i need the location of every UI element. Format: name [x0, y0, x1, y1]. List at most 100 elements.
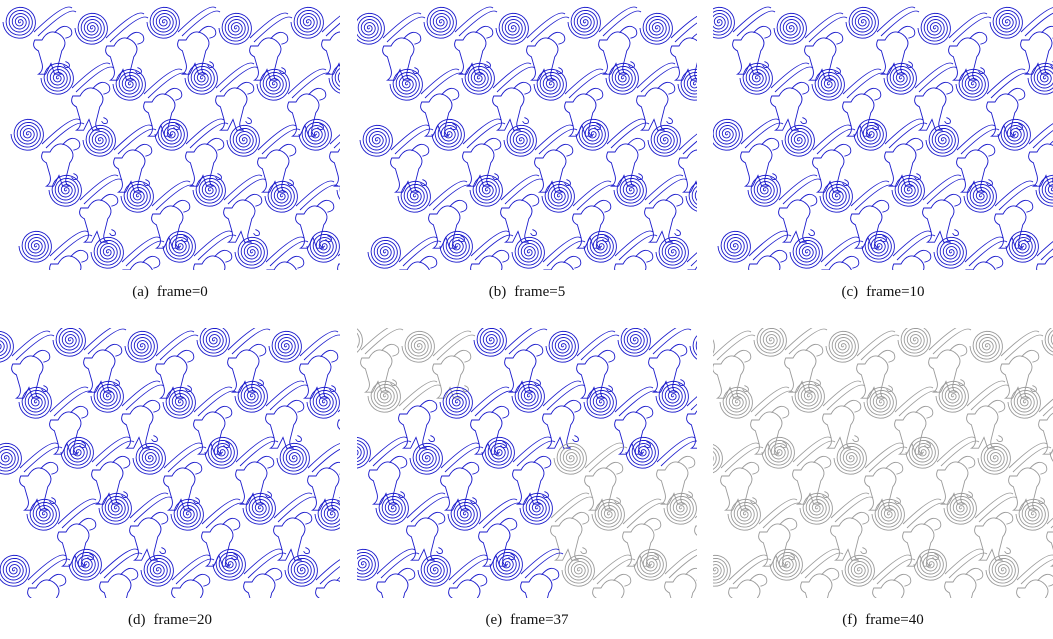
drawing-stroke [257, 69, 289, 100]
drawing-stroke [299, 119, 331, 150]
drawing-stroke [121, 181, 153, 212]
drawing-stroke [813, 144, 851, 192]
drawing-stroke [649, 344, 687, 392]
drawing-stroke [534, 69, 566, 100]
drawing-stroke [812, 69, 844, 100]
drawing-stroke [479, 518, 517, 566]
drawing-stroke [0, 331, 13, 362]
drawing-stroke [965, 256, 1003, 270]
drawing-stroke [122, 400, 160, 448]
drawing-stroke [898, 328, 930, 356]
drawing-stroke [762, 437, 794, 468]
drawing-stroke [527, 32, 565, 80]
drawing-stroke [490, 549, 522, 580]
drawing-stroke [937, 456, 975, 504]
drawing-stroke [266, 256, 304, 270]
drawing-stroke [316, 574, 340, 598]
drawing-stroke [11, 119, 43, 150]
drawing-stroke [399, 400, 437, 448]
drawing-stroke [740, 63, 772, 94]
drawing-stroke [53, 328, 85, 356]
drawing-stroke [729, 574, 767, 598]
drawing-stroke [785, 344, 823, 392]
drawing-stroke [713, 555, 730, 586]
drawing-stroke [391, 144, 429, 192]
drawing-stroke [269, 331, 301, 362]
drawing-stroke [243, 493, 275, 524]
drawing-stroke [496, 13, 528, 44]
drawing-stroke [42, 138, 80, 186]
drawing-stroke [368, 381, 400, 412]
panel: (e)frame=37 [357, 328, 697, 628]
drawing-stroke [873, 574, 911, 598]
drawing-stroke [831, 512, 869, 560]
drawing-stroke [793, 456, 831, 504]
drawing-stroke [75, 13, 107, 44]
drawing-stroke [265, 181, 297, 212]
drawing-stroke [171, 499, 203, 530]
drawing-stroke [1037, 231, 1053, 260]
drawing-stroke [274, 512, 312, 560]
drawing-stroke [903, 518, 941, 566]
subfigure-caption: frame=5 [514, 284, 565, 300]
drawing-stroke [360, 125, 392, 156]
drawing-stroke [34, 26, 72, 74]
drawing-stroke [975, 512, 1013, 560]
drawing-stroke [713, 7, 734, 38]
drawing-stroke [462, 63, 494, 94]
drawing-stroke [399, 256, 437, 270]
drawing-stroke [219, 13, 251, 44]
drawing-stroke [482, 437, 514, 468]
subfigure-caption: frame=40 [865, 612, 923, 628]
subfigure-label: (e) [485, 612, 502, 628]
drawing-stroke [193, 175, 225, 206]
drawing-stroke [599, 26, 637, 74]
drawing-stroke [885, 138, 923, 186]
panel: (c)frame=10 [713, 0, 1053, 300]
drawing-stroke [893, 250, 931, 270]
drawing-stroke [376, 493, 408, 524]
drawing-stroke [0, 443, 21, 474]
drawing-stroke [106, 32, 144, 80]
drawing-stroke [823, 400, 861, 448]
drawing-stroke [944, 493, 976, 524]
drawing-stroke [449, 574, 487, 598]
drawing-stroke [80, 194, 118, 242]
drawing-stroke [69, 549, 101, 580]
drawing-stroke [27, 499, 59, 530]
page: (a)frame=0 (b)frame=5 (c)frame=10 (d)fra… [0, 0, 1053, 639]
drawing-stroke [421, 88, 459, 136]
drawing-stroke [664, 493, 696, 524]
drawing-stroke [854, 119, 886, 150]
drawing-stroke [424, 7, 456, 38]
drawing-stroke [288, 88, 326, 136]
drawing-stroke [307, 387, 339, 418]
drawing-stroke [748, 175, 780, 206]
drawing-stroke [307, 231, 339, 262]
drawing-stroke [592, 499, 624, 530]
drawing-stroke [1042, 328, 1053, 356]
drawing-stroke [618, 328, 650, 356]
drawing-stroke [330, 138, 340, 186]
drawing-stroke [713, 350, 751, 398]
subfigure-label: (f) [842, 612, 857, 628]
drawing-stroke [100, 568, 138, 598]
tiling-drawing [357, 328, 697, 598]
drawing-stroke [713, 331, 714, 362]
drawing-stroke [235, 381, 267, 412]
drawing-stroke [99, 493, 131, 524]
caption: (f) frame=40 [713, 612, 1053, 629]
drawing-stroke [407, 512, 445, 560]
drawing-stroke [164, 462, 202, 510]
subfigure-label: (d) [128, 612, 146, 628]
drawing-stroke [172, 574, 210, 598]
drawing-stroke [690, 331, 697, 362]
drawing-stroke [357, 437, 370, 468]
drawing-stroke [865, 462, 903, 510]
drawing-stroke [846, 7, 878, 38]
drawing-stroke [987, 88, 1025, 136]
drawing-stroke [929, 344, 967, 392]
drawing-stroke [995, 200, 1033, 248]
drawing-stroke [998, 119, 1030, 150]
drawing-stroke [213, 549, 245, 580]
